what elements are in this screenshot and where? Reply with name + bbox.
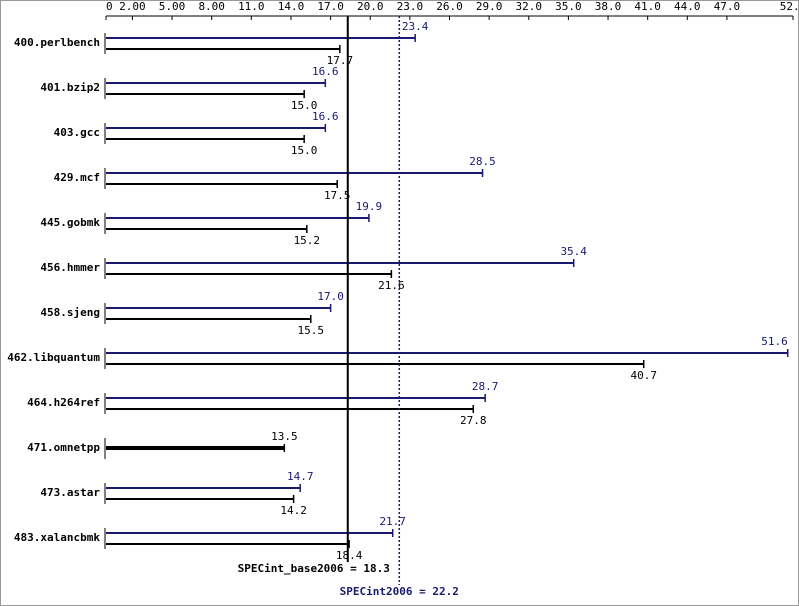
x-tick-label: 17.0	[317, 0, 344, 13]
x-tick-label: 35.0	[555, 0, 582, 13]
value-label: 21.6	[378, 279, 405, 292]
value-label: 16.6	[312, 65, 339, 78]
value-label: 15.5	[298, 324, 325, 337]
category-label: 401.bzip2	[40, 81, 100, 94]
category-label: 471.omnetpp	[27, 441, 100, 454]
value-label: 15.2	[294, 234, 321, 247]
value-label: 23.4	[402, 20, 429, 33]
x-tick-label: 52.0	[780, 0, 799, 13]
value-label: 15.0	[291, 99, 318, 112]
value-label: 13.5	[271, 430, 298, 443]
value-label: 28.7	[472, 380, 499, 393]
reference-label: SPECint2006 = 22.2	[340, 585, 459, 598]
x-tick-label: 11.0	[238, 0, 265, 13]
value-label: 17.5	[324, 189, 351, 202]
category-label: 403.gcc	[54, 126, 100, 139]
x-tick-label: 5.00	[159, 0, 186, 13]
category-label: 473.astar	[40, 486, 100, 499]
x-tick-label: 20.0	[357, 0, 384, 13]
value-label: 14.2	[280, 504, 307, 517]
category-label: 458.sjeng	[40, 306, 100, 319]
value-label: 40.7	[630, 369, 657, 382]
x-tick-label: 44.0	[674, 0, 701, 13]
x-tick-label: 47.0	[714, 0, 741, 13]
x-tick-label: 32.0	[516, 0, 543, 13]
x-tick-label: 23.0	[397, 0, 424, 13]
x-tick-label: 0	[106, 0, 113, 13]
value-label: 18.4	[336, 549, 363, 562]
value-label: 27.8	[460, 414, 487, 427]
value-label: 51.6	[761, 335, 788, 348]
category-label: 429.mcf	[54, 171, 100, 184]
value-label: 15.0	[291, 144, 318, 157]
reference-label: SPECint_base2006 = 18.3	[238, 562, 390, 575]
x-tick-label: 29.0	[476, 0, 503, 13]
x-tick-label: 26.0	[436, 0, 463, 13]
value-label: 19.9	[356, 200, 383, 213]
category-label: 464.h264ref	[27, 396, 100, 409]
value-label: 14.7	[287, 470, 314, 483]
category-label: 445.gobmk	[40, 216, 100, 229]
x-tick-label: 38.0	[595, 0, 622, 13]
category-label: 483.xalancbmk	[14, 531, 100, 544]
category-label: 456.hmmer	[40, 261, 100, 274]
value-label: 17.0	[317, 290, 344, 303]
value-label: 28.5	[469, 155, 496, 168]
value-label: 16.6	[312, 110, 339, 123]
category-label: 400.perlbench	[14, 36, 100, 49]
x-tick-label: 2.00	[119, 0, 146, 13]
value-label: 21.7	[379, 515, 406, 528]
category-label: 462.libquantum	[7, 351, 100, 364]
x-tick-label: 8.00	[198, 0, 225, 13]
value-label: 17.7	[327, 54, 354, 67]
x-tick-label: 41.0	[634, 0, 661, 13]
value-label: 35.4	[560, 245, 587, 258]
x-tick-label: 14.0	[278, 0, 305, 13]
